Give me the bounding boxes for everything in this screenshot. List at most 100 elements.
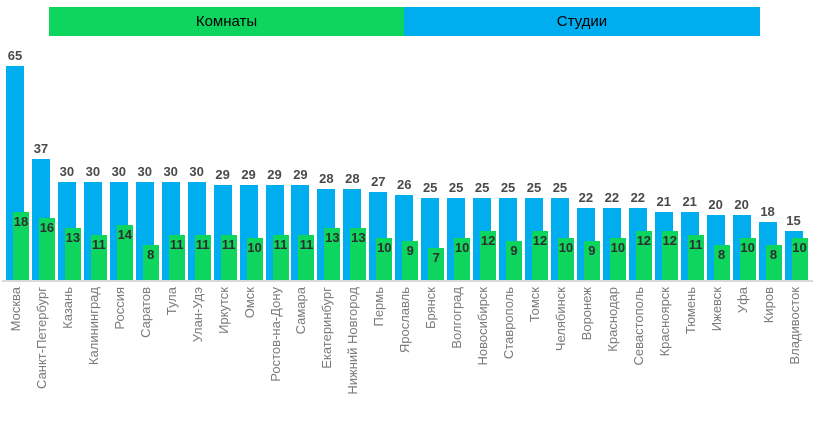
x-tick-label: Воронеж [578,287,594,341]
value-label-komnaty: 12 [480,233,496,248]
value-label-studii: 29 [267,167,282,182]
legend-label-studii: Студии [556,13,608,30]
x-tick-label: Красноярск [656,287,672,357]
bar-komnaty [13,212,29,281]
bar-komnaty [142,245,159,281]
value-label-komnaty: 12 [662,233,677,248]
value-label-studii: 30 [137,164,152,179]
x-tick-label: Улан-Удэ [189,287,205,343]
x-tick-label: Тула [163,287,179,316]
value-label-komnaty: 11 [91,237,106,252]
x-tick-label: Краснодар [604,287,620,352]
value-label-komnaty: 9 [588,243,596,258]
bar-komnaty [246,238,263,281]
bar-komnaty [480,231,497,281]
bar-komnaty [713,245,730,281]
value-label-studii: 15 [786,213,801,228]
x-tick-label: Томск [527,287,542,323]
value-label-studii: 28 [345,171,360,186]
x-tick-label: Россия [111,287,127,330]
value-label-komnaty: 14 [117,227,133,242]
bar-komnaty [635,231,652,281]
value-label-studii: 25 [500,180,516,195]
value-label-komnaty: 13 [325,230,340,245]
bar-komnaty [168,235,185,281]
value-label-studii: 30 [59,164,75,179]
bar-komnaty [506,241,523,281]
x-tick-label: Омск [241,287,257,319]
x-tick-label: Волгоград [449,287,465,349]
bar-komnaty [272,235,289,281]
bar-komnaty [791,238,808,281]
value-label-studii: 30 [85,164,101,179]
bar-komnaty [532,231,548,281]
x-tick-label: Уфа [734,287,750,314]
value-label-komnaty: 12 [532,233,548,248]
bar-komnaty [64,228,81,281]
x-tick-label: Киров [760,287,776,324]
value-label-komnaty: 12 [636,233,652,248]
value-label-komnaty: 10 [558,240,574,255]
value-label-komnaty: 10 [792,240,807,255]
bar-komnaty [298,235,315,281]
value-label-studii: 30 [111,164,127,179]
value-label-komnaty: 18 [13,214,29,229]
value-label-komnaty: 11 [169,237,184,252]
value-label-komnaty: 9 [510,243,518,258]
x-tick-label: Челябинск [552,287,568,352]
x-tick-label: Ярославль [397,287,413,354]
value-label-komnaty: 11 [688,237,703,252]
x-axis-labels: Москва Санкт-Петербург Казань Калининград Ро… [0,281,817,426]
bar-komnaty [350,228,367,281]
value-label-studii: 30 [163,164,178,179]
bar-komnaty [661,231,678,281]
value-label-komnaty: 8 [769,247,778,262]
bar-komnaty [765,245,782,281]
x-axis-line [2,280,813,282]
value-label-studii: 21 [682,194,697,209]
value-label-studii: 26 [397,177,412,192]
value-label-studii: 30 [189,164,204,179]
bar-komnaty [687,235,704,281]
value-label-studii: 20 [734,197,749,212]
bar-komnaty [376,238,393,281]
value-label-komnaty: 8 [718,247,726,262]
value-label-studii: 22 [578,190,594,205]
bar-komnaty [116,225,133,281]
x-tick-label: Казань [59,287,75,329]
bar-komnaty [194,235,211,281]
x-tick-label: Новосибирск [475,287,491,366]
bar-komnaty [38,218,55,281]
value-label-studii: 29 [241,167,256,182]
x-tick-label: Ставрополь [501,287,517,360]
value-label-komnaty: 10 [454,240,470,255]
x-tick-label: Екатеринбург [319,287,335,369]
value-label-studii: 21 [656,194,671,209]
legend-label-komnaty: Комнаты [195,13,258,30]
value-label-studii: 20 [708,197,723,212]
bar-komnaty [402,241,419,281]
legend: Комнаты Студии [49,7,760,36]
bar-komnaty [220,235,237,281]
value-label-komnaty: 7 [432,250,440,265]
value-label-studii: 25 [448,180,464,195]
value-label-studii: 22 [604,190,620,205]
value-label-komnaty: 10 [247,240,262,255]
bar-komnaty [739,238,756,281]
value-label-studii: 18 [760,204,775,219]
value-label-komnaty: 10 [610,240,626,255]
bar-komnaty [428,248,445,281]
x-tick-label: Калининград [85,287,101,366]
x-tick-label: Санкт-Петербург [33,287,49,389]
value-label-studii: 25 [422,180,438,195]
x-tick-label: Москва [8,287,23,332]
value-label-komnaty: 8 [147,247,155,262]
x-tick-label: Владивосток [786,287,802,365]
value-label-komnaty: 11 [273,237,288,252]
value-label-studii: 28 [319,171,334,186]
x-tick-label: Брянск [423,287,439,330]
value-label-komnaty: 11 [221,237,236,252]
value-label-komnaty: 13 [351,230,366,245]
bar-komnaty [454,238,471,281]
